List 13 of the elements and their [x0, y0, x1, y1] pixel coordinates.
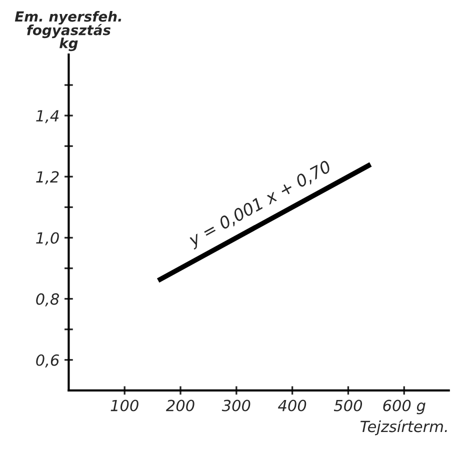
x-axis-title: Tejzsírterm. — [360, 420, 447, 436]
x-tick-label: 300 — [222, 400, 250, 412]
x-tick-label: 100 — [110, 400, 138, 412]
y-tick-label: 1,4 — [36, 110, 59, 124]
x-tick-label: 500 — [334, 400, 362, 412]
x-tick-label: 200 — [166, 400, 194, 412]
y-tick-label: 1,0 — [36, 232, 59, 246]
y-tick-label: 0,8 — [36, 293, 60, 306]
x-tick-label: 400 — [278, 400, 306, 412]
y-tick-label: 1,2 — [36, 171, 59, 184]
y-axis-title: Em. nyersfeh. fogyasztás kg — [14, 10, 122, 52]
x-tick-label: 600 g — [383, 400, 426, 414]
y-tick-label: 0,6 — [36, 354, 59, 368]
